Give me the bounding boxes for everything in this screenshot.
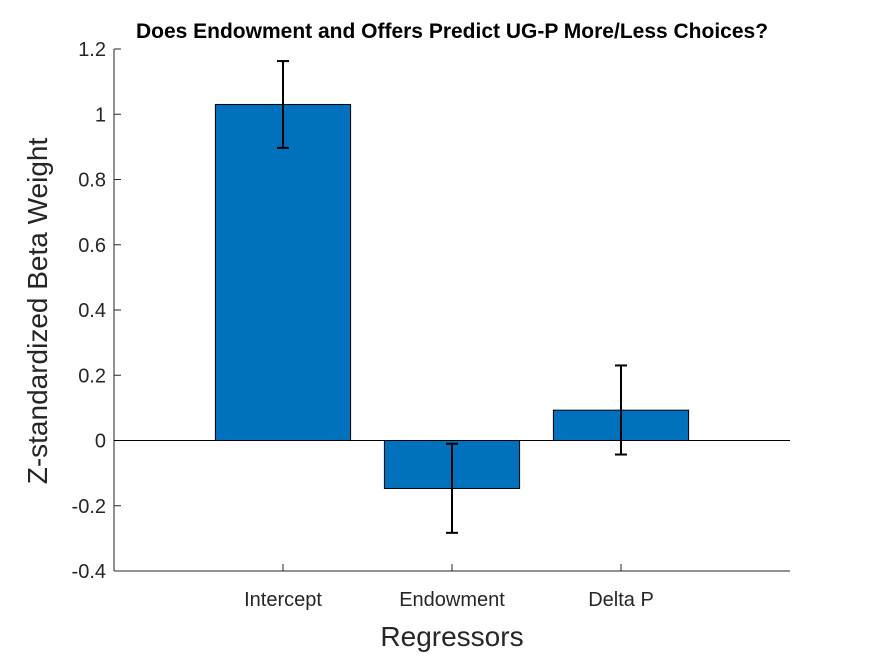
y-tick-label: 1 [95,104,106,126]
y-tick-label: 0.4 [78,300,106,322]
y-tick-label: 0 [95,431,106,453]
x-tick-label: Endowment [399,589,505,611]
x-axis-label: Regressors [380,621,523,652]
y-axis-label: Z-standardized Beta Weight [22,138,53,485]
y-tick-label: 0.2 [78,365,106,387]
plot-area: -0.4 -0.2 0 0.2 0.4 0.6 0.8 1 1.2 Intercept Endowm… [72,39,790,611]
y-tick-label: 1.2 [78,39,106,61]
y-tick-label: 0.6 [78,235,106,257]
bar-intercept [214,103,352,442]
y-tick-label: -0.2 [72,496,106,518]
chart-title: Does Endowment and Offers Predict UG-P M… [136,20,768,43]
x-tick-label: Delta P [588,589,654,611]
y-tick-label: 0.8 [78,170,106,192]
x-tick-label: Intercept [244,589,322,611]
y-tick-label: -0.4 [72,561,106,583]
